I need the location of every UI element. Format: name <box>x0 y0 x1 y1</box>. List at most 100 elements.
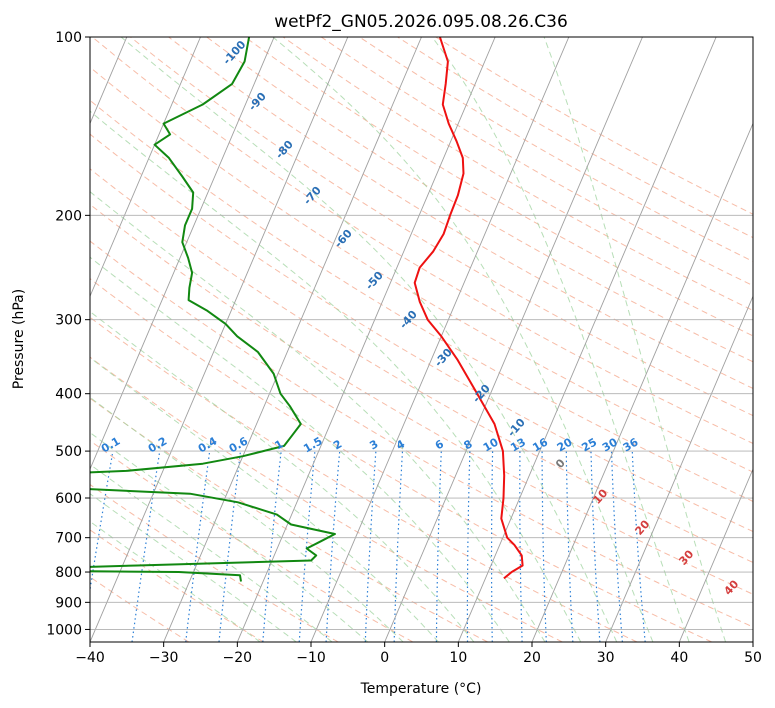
dry-adiabat <box>90 133 753 533</box>
mixing-ratio-line <box>490 451 494 642</box>
theta-label: 40 <box>721 577 741 597</box>
mixing-ratio-line <box>610 451 623 642</box>
dry-adiabat <box>90 529 264 642</box>
mixing-ratio-line <box>435 451 442 642</box>
pressure-gridlines <box>90 37 753 630</box>
dry-adiabats <box>90 37 753 642</box>
dry-adiabat <box>90 576 190 642</box>
moist-adiabat <box>120 37 618 642</box>
mixing-ratio-label: 25 <box>579 436 599 455</box>
isotherm <box>90 37 201 298</box>
isentrope-label: -80 <box>273 138 296 162</box>
mixing-ratio-label: 3 <box>367 437 380 452</box>
x-tick-label: 0 <box>380 650 389 666</box>
temperature-line <box>413 37 524 580</box>
x-axis-ticks: −40 −30 −20 −10 0 10 20 30 40 50 <box>75 642 762 666</box>
dry-adiabat <box>244 37 753 337</box>
moist-adiabat <box>90 431 369 642</box>
mixing-ratio-label: 30 <box>600 435 620 454</box>
chart-title: wetPf2_GN05.2026.095.08.26.C36 <box>274 12 568 32</box>
mixing-ratio-label: 2 <box>331 437 344 452</box>
y-tick-label: 800 <box>55 565 82 581</box>
plot-area: -100-90-80-70-60-50-40-30-20-100.1 0.2 0.4… <box>90 37 753 642</box>
y-tick-label: 100 <box>55 30 82 46</box>
series <box>90 37 524 582</box>
moist-adiabat <box>90 520 261 642</box>
mixing-ratio-line <box>541 451 547 642</box>
mixing-ratio-line <box>519 451 523 642</box>
mixing-ratio-label: 13 <box>508 436 528 455</box>
moist-adiabat <box>90 310 475 642</box>
dry-adiabat <box>90 99 753 502</box>
dry-adiabat <box>90 240 753 628</box>
mixing-ratio-line <box>298 451 316 642</box>
isentrope-label: -50 <box>363 269 386 293</box>
dewpoint-line <box>90 37 336 582</box>
y-tick-label: 500 <box>55 444 82 460</box>
y-axis-ticks: 1000 900 800 700 600 500 400 300 200 100 <box>46 30 90 638</box>
dry-adiabat <box>91 37 753 445</box>
dry-adiabat <box>435 37 753 215</box>
isotherm <box>90 37 349 642</box>
dry-adiabat <box>130 37 753 417</box>
moist-adiabat <box>90 356 439 642</box>
dry-adiabat <box>90 397 488 642</box>
mixing-ratio-line <box>218 451 242 642</box>
mixing-ratio-line <box>185 451 211 642</box>
mixing-ratio-label: 0.1 <box>99 434 122 455</box>
x-axis-label: Temperature (°C) <box>360 681 482 697</box>
isotherm <box>678 467 753 642</box>
moist-adiabats <box>90 37 727 642</box>
moist-adiabat <box>272 37 654 642</box>
isotherm <box>752 640 753 642</box>
isotherm <box>163 37 422 642</box>
mixing-ratio-label: 6 <box>433 437 446 452</box>
moist-adiabat <box>431 37 690 642</box>
mixing-ratio-line <box>565 451 574 642</box>
theta-label: 0 <box>553 456 568 471</box>
theta-label: 10 <box>590 486 610 506</box>
mixing-ratio-label: 20 <box>555 435 575 454</box>
x-tick-label: 30 <box>597 650 615 666</box>
mixing-ratio-label: 0.4 <box>196 434 220 455</box>
mixing-ratio-lines <box>90 450 646 642</box>
mixing-ratio-line <box>262 451 282 642</box>
dry-adiabat <box>90 316 638 642</box>
mixing-ratio-line <box>590 451 601 642</box>
moist-adiabat <box>90 396 404 642</box>
mixing-ratio-line <box>325 451 341 642</box>
y-tick-label: 700 <box>55 531 82 547</box>
moist-adiabat <box>90 256 510 642</box>
mixing-ratio-label: 8 <box>462 437 475 452</box>
mixing-ratio-label: 4 <box>394 437 407 452</box>
isentrope-label: -40 <box>397 308 420 332</box>
x-tick-label: −10 <box>296 650 326 666</box>
mixing-ratio-label: 16 <box>530 435 550 454</box>
x-tick-label: 10 <box>449 650 467 666</box>
isotherm <box>90 37 275 471</box>
y-axis-label: Pressure (hPa) <box>11 289 27 389</box>
isotherm <box>605 295 753 642</box>
x-tick-label: 50 <box>744 650 762 666</box>
mixing-ratio-label: 0.6 <box>227 434 251 455</box>
isentrope-label: -10 <box>505 416 528 440</box>
moist-adiabat <box>90 191 546 642</box>
y-tick-label: 200 <box>55 208 82 224</box>
y-tick-label: 600 <box>55 491 82 507</box>
x-tick-label: 40 <box>670 650 688 666</box>
dry-adiabat <box>90 356 563 642</box>
y-tick-label: 400 <box>55 387 82 403</box>
x-tick-label: −20 <box>223 650 253 666</box>
x-tick-label: −30 <box>149 650 179 666</box>
isotherm <box>531 122 753 642</box>
plot-frame <box>89 36 754 643</box>
mixing-ratio-line <box>364 451 377 642</box>
mixing-ratio-line <box>90 450 114 594</box>
y-tick-label: 900 <box>55 595 82 611</box>
mixing-ratio-label: 0.2 <box>146 434 169 455</box>
moist-adiabat <box>90 463 333 642</box>
mixing-ratio-line <box>631 451 646 642</box>
dry-adiabat <box>168 37 753 389</box>
dry-adiabat <box>282 37 753 312</box>
